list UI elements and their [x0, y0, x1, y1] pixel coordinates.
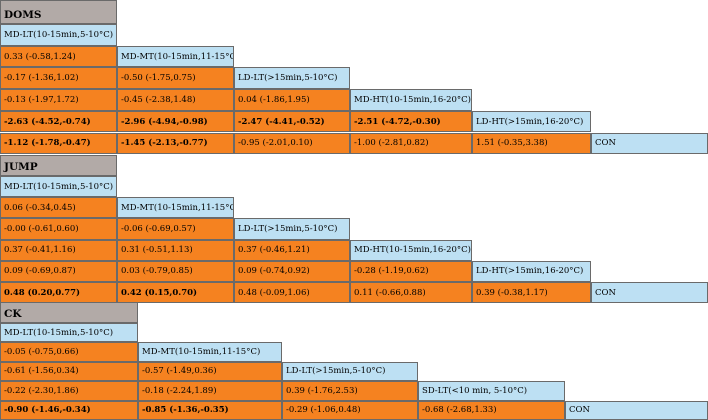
treatment-label: MD-MT(10-15min,11-15°C): [117, 45, 234, 68]
treatment-label: MD-HT(10-15min,16-20°C): [350, 89, 472, 111]
comparison-cell: -0.00 (-0.61,0.60): [0, 218, 117, 240]
comparison-cell: 0.33 (-0.58,1.24): [0, 45, 117, 68]
comparison-cell: -0.28 (-1.19,0.62): [350, 260, 472, 282]
treatment-label: MD-LT(10-15min,5-10°C): [0, 323, 138, 343]
comparison-cell: -0.17 (-1.36,1.02): [0, 67, 117, 90]
treatment-label: LD-HT(>15min,16-20°C): [472, 260, 591, 282]
comparison-cell: -1.00 (-2.81,0.82): [350, 132, 472, 155]
comparison-cell: 0.42 (0.15,0.70): [117, 282, 234, 304]
comparison-cell: -0.90 (-1.46,-0.34): [0, 400, 138, 420]
comparison-cell: -0.29 (-1.06,0.48): [282, 400, 418, 420]
comparison-cell: -1.45 (-2.13,-0.77): [117, 132, 234, 155]
section-heading: DOMS: [0, 0, 117, 24]
comparison-cell: -0.06 (-0.69,0.57): [117, 218, 234, 240]
comparison-cell: 0.04 (-1.86,1.95): [234, 89, 350, 111]
treatment-label: MD-HT(10-15min,16-20°C): [350, 239, 472, 261]
comparison-cell: -0.57 (-1.49,0.36): [138, 361, 282, 382]
comparison-cell: -0.95 (-2.01,0.10): [234, 132, 350, 155]
treatment-label: MD-MT(10-15min,11-15°C): [117, 197, 234, 219]
treatment-label: MD-LT(10-15min,5-10°C): [0, 176, 117, 198]
treatment-label: LD-LT(>15min,5-10°C): [282, 361, 418, 382]
comparison-cell: 0.09 (-0.74,0.92): [234, 260, 350, 282]
comparison-cell: -2.96 (-4.94,-0.98): [117, 110, 234, 133]
treatment-label: LD-HT(>15min,16-20°C): [472, 110, 591, 133]
comparison-cell: 0.48 (0.20,0.77): [0, 282, 117, 304]
treatment-label: CON: [565, 400, 708, 420]
comparison-cell: 0.06 (-0.34,0.45): [0, 197, 117, 219]
comparison-cell: 1.51 (-0.35,3.38): [472, 132, 591, 155]
treatment-label: CON: [591, 132, 708, 155]
comparison-cell: -0.22 (-2.30,1.86): [0, 381, 138, 401]
comparison-cell: -0.85 (-1.36,-0.35): [138, 400, 282, 420]
comparison-cell: -0.18 (-2.24,1.89): [138, 381, 282, 401]
comparison-cell: -0.13 (-1.97,1.72): [0, 89, 117, 111]
comparison-cell: 0.39 (-1.76,2.53): [282, 381, 418, 401]
comparison-cell: 0.37 (-0.46,1.21): [234, 239, 350, 261]
comparison-cell: 0.03 (-0.79,0.85): [117, 260, 234, 282]
treatment-label: LD-LT(>15min,5-10°C): [234, 218, 350, 240]
comparison-cell: -0.45 (-2.38,1.48): [117, 89, 234, 111]
treatment-label: SD-LT(<10 min, 5-10°C): [418, 381, 565, 401]
treatment-label: LD-LT(>15min,5-10°C): [234, 67, 350, 90]
section-heading: JUMP: [0, 155, 117, 176]
comparison-cell: -0.05 (-0.75,0.66): [0, 342, 138, 362]
comparison-cell: -2.47 (-4.41,-0.52): [234, 110, 350, 133]
comparison-cell: 0.31 (-0.51,1.13): [117, 239, 234, 261]
treatment-label: MD-MT(10-15min,11-15°C): [138, 342, 282, 362]
comparison-cell: 0.11 (-0.66,0.88): [350, 282, 472, 304]
treatment-label: MD-LT(10-15min,5-10°C): [0, 24, 117, 46]
comparison-cell: 0.37 (-0.41,1.16): [0, 239, 117, 261]
comparison-cell: -1.12 (-1.78,-0.47): [0, 132, 117, 155]
comparison-cell: -2.63 (-4.52,-0.74): [0, 110, 117, 133]
comparison-cell: -0.50 (-1.75,0.75): [117, 67, 234, 90]
comparison-cell: -0.68 (-2.68,1.33): [418, 400, 565, 420]
comparison-cell: -0.61 (-1.56,0.34): [0, 361, 138, 382]
comparison-cell: 0.09 (-0.69,0.87): [0, 260, 117, 282]
treatment-label: CON: [591, 282, 708, 304]
comparison-cell: 0.48 (-0.09,1.06): [234, 282, 350, 304]
section-heading: CK: [0, 302, 138, 323]
comparison-cell: 0.39 (-0.38,1.17): [472, 282, 591, 304]
comparison-cell: -2.51 (-4.72,-0.30): [350, 110, 472, 133]
